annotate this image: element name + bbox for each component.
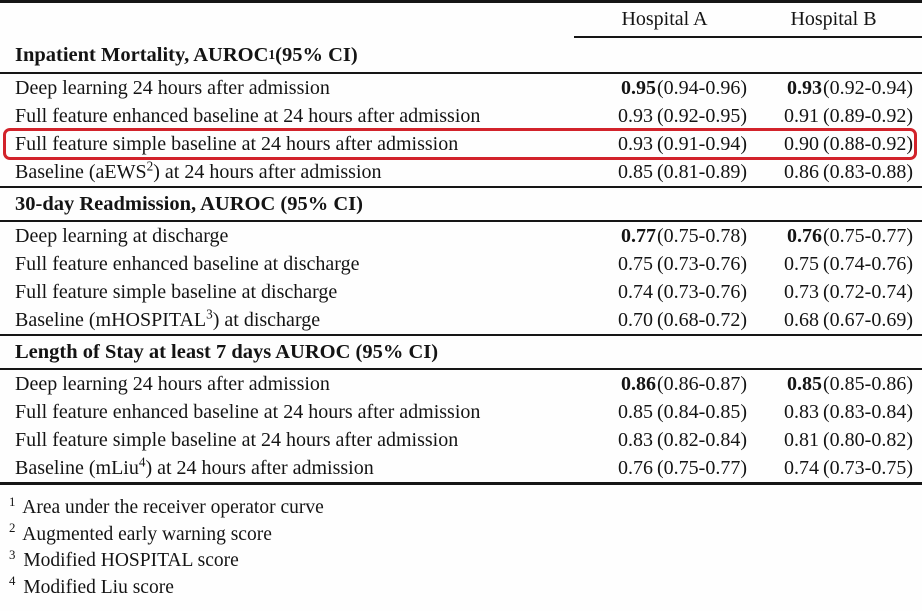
model-label: Deep learning at discharge <box>15 224 229 247</box>
hospital-a-value: 0.86(0.86-0.87) <box>621 372 747 395</box>
section-30-day-readmission: 30-day Readmission, AUROC (95% CI) Deep … <box>0 186 922 334</box>
table-row-highlighted: Full feature simple baseline at 24 hours… <box>0 128 922 160</box>
table-row: Baseline (mHOSPITAL3) at discharge 0.70(… <box>0 306 922 334</box>
hospital-b-value: 0.90 (0.88-0.92) <box>784 132 913 155</box>
model-label: Deep learning 24 hours after admission <box>15 76 330 99</box>
column-header-hospital-b: Hospital B <box>790 8 877 30</box>
hospital-b-value: 0.86 (0.83-0.88) <box>784 160 913 183</box>
section-length-of-stay: Length of Stay at least 7 days AUROC (95… <box>0 334 922 482</box>
hospital-b-value: 0.75 (0.74-0.76) <box>784 252 913 275</box>
footnote: 4 Modified Liu score <box>9 575 922 602</box>
table-row: Full feature simple baseline at 24 hours… <box>0 426 922 454</box>
table-row: Baseline (aEWS2) at 24 hours after admis… <box>0 158 922 186</box>
section-title-text: Inpatient Mortality, AUROC <box>15 43 269 66</box>
model-label: Baseline (aEWS2) at 24 hours after admis… <box>15 157 382 183</box>
hospital-b-value: 0.85(0.85-0.86) <box>787 372 913 395</box>
table-row: Deep learning at discharge 0.77(0.75-0.7… <box>0 222 922 250</box>
hospital-b-value: 0.81 (0.80-0.82) <box>784 428 913 451</box>
model-label: Full feature simple baseline at 24 hours… <box>15 428 459 451</box>
auroc-results-table: Hospital A Hospital B Inpatient Mortalit… <box>0 0 922 485</box>
section-title-text: 30-day Readmission, AUROC (95% CI) <box>15 192 363 215</box>
model-label: Full feature simple baseline at discharg… <box>15 280 338 303</box>
footnote-text: Area under the receiver operator curve <box>22 497 324 518</box>
footnote-text: Augmented early warning score <box>22 523 272 545</box>
hospital-b-value: 0.83 (0.83-0.84) <box>784 400 913 423</box>
footnote: 3 Modified HOSPITAL score <box>9 548 922 575</box>
table-row: Full feature enhanced baseline at 24 hou… <box>0 398 922 426</box>
hospital-a-value: 0.95(0.94-0.96) <box>621 76 747 99</box>
footnote-marker: 4 <box>9 574 16 588</box>
model-label: Full feature simple baseline at 24 hours… <box>15 132 459 155</box>
footnote: 1 Area under the receiver operator curve <box>9 495 922 522</box>
model-label: Baseline (mHOSPITAL3) at discharge <box>15 305 321 331</box>
table-row: Full feature simple baseline at discharg… <box>0 278 922 306</box>
footnote-marker: 1 <box>9 494 16 509</box>
section-title: Length of Stay at least 7 days AUROC (95… <box>0 334 922 370</box>
hospital-b-value: 0.76(0.75-0.77) <box>787 224 913 247</box>
footnote-marker: 2 <box>9 521 16 535</box>
footnote-marker: 3 <box>9 547 16 562</box>
hospital-b-value: 0.91 (0.89-0.92) <box>784 104 913 127</box>
hospital-a-value: 0.70 (0.68-0.72) <box>618 308 747 331</box>
column-header-rule <box>574 36 922 38</box>
hospital-a-value: 0.83 (0.82-0.84) <box>618 428 747 451</box>
section-title-text: Length of Stay at least 7 days AUROC (95… <box>15 340 439 363</box>
table-row: Full feature enhanced baseline at discha… <box>0 250 922 278</box>
section-title: 30-day Readmission, AUROC (95% CI) <box>0 186 922 222</box>
table-row: Deep learning 24 hours after admission 0… <box>0 74 922 102</box>
hospital-b-value: 0.74 (0.73-0.75) <box>784 456 913 479</box>
hospital-a-value: 0.93 (0.92-0.95) <box>618 104 747 127</box>
hospital-a-value: 0.85 (0.81-0.89) <box>618 160 747 183</box>
footnotes: 1 Area under the receiver operator curve… <box>0 495 922 601</box>
model-label: Full feature enhanced baseline at 24 hou… <box>15 104 481 127</box>
model-label: Full feature enhanced baseline at discha… <box>15 252 360 275</box>
column-header-hospital-a: Hospital A <box>621 8 708 30</box>
column-header-row: Hospital A Hospital B <box>0 3 922 36</box>
hospital-a-value: 0.77(0.75-0.78) <box>621 224 747 247</box>
section-inpatient-mortality: Inpatient Mortality, AUROC 1 (95% CI) Deep… <box>0 38 922 186</box>
hospital-b-value: 0.73 (0.72-0.74) <box>784 280 913 303</box>
hospital-a-value: 0.74 (0.73-0.76) <box>618 280 747 303</box>
hospital-a-value: 0.93 (0.91-0.94) <box>618 132 747 155</box>
footnote-text: Modified HOSPITAL score <box>23 550 239 571</box>
hospital-a-value: 0.85 (0.84-0.85) <box>618 400 747 423</box>
table-row: Full feature enhanced baseline at 24 hou… <box>0 102 922 130</box>
section-title-rest: (95% CI) <box>275 43 358 66</box>
table-row: Baseline (mLiu4) at 24 hours after admis… <box>0 454 922 482</box>
footnote-text: Modified Liu score <box>23 576 174 598</box>
hospital-b-value: 0.68 (0.67-0.69) <box>784 308 913 331</box>
footnote: 2 Augmented early warning score <box>9 522 922 549</box>
model-label: Baseline (mLiu4) at 24 hours after admis… <box>15 453 374 479</box>
hospital-a-value: 0.76 (0.75-0.77) <box>618 456 747 479</box>
section-title: Inpatient Mortality, AUROC 1 (95% CI) <box>0 38 922 74</box>
model-label: Deep learning 24 hours after admission <box>15 372 330 395</box>
hospital-a-value: 0.75 (0.73-0.76) <box>618 252 747 275</box>
table-row: Deep learning 24 hours after admission 0… <box>0 370 922 398</box>
hospital-b-value: 0.93(0.92-0.94) <box>787 76 913 99</box>
model-label: Full feature enhanced baseline at 24 hou… <box>15 400 481 423</box>
